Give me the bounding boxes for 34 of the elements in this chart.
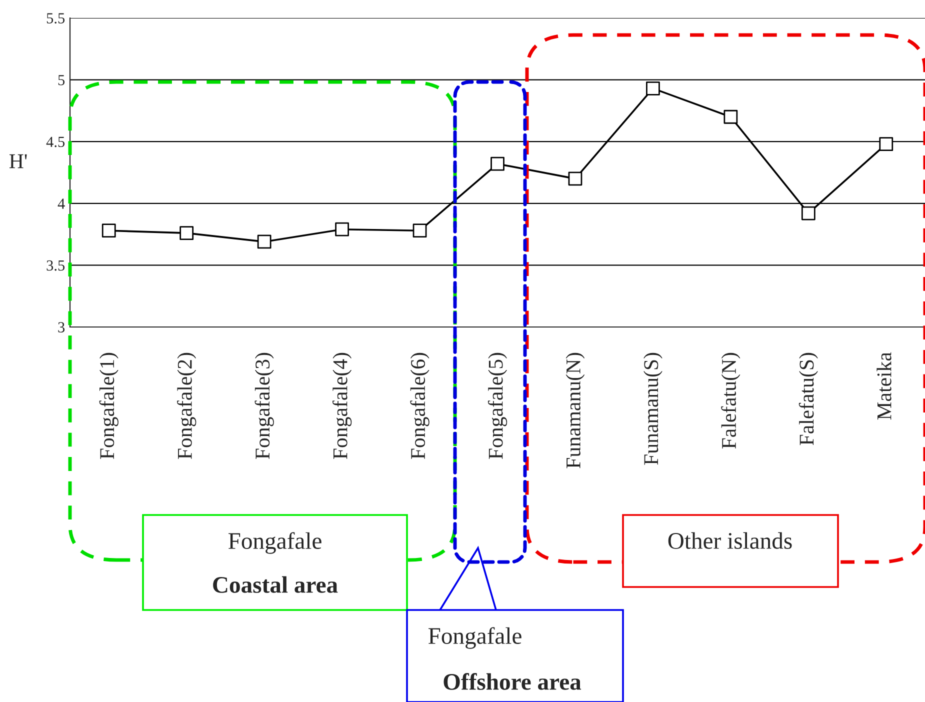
y-tick-label: 3: [58, 322, 65, 332]
x-tick-label: Funamanu(N): [566, 352, 585, 468]
point: [724, 110, 738, 124]
x-tick-label: Funamanu(S): [644, 352, 662, 465]
x-tick-label: Fongafale(2): [177, 352, 196, 459]
x-tick-label: Falefatu(S): [798, 352, 818, 446]
point: [412, 224, 427, 238]
y-axis-title: H': [9, 154, 27, 168]
x-tick-label: Fongafale(3): [254, 352, 274, 459]
y-tick-label: 3.5: [46, 260, 65, 271]
text: Fongafale: [428, 627, 522, 649]
text: Other islands: [668, 532, 792, 549]
y-tick-label: 4.5: [46, 136, 65, 148]
text: Coastal area: [213, 576, 338, 593]
point: [801, 206, 816, 220]
x-tick-label: Fongafale(4): [332, 352, 352, 459]
x-tick-label: Fongafale(6): [410, 352, 430, 459]
point: [568, 172, 582, 186]
point: [879, 137, 894, 152]
text: Offshore area: [444, 673, 582, 690]
point: [102, 224, 116, 238]
point: [646, 82, 660, 96]
y-tick-label: 4: [58, 198, 65, 209]
x-tick-label: Falefatu(N): [721, 352, 740, 449]
point: [180, 226, 194, 240]
x-tick-label: Fongafale(1): [99, 352, 118, 459]
x-tick-label: Mateika: [876, 352, 892, 420]
point: [257, 234, 272, 249]
y-tick-label: 5.5: [46, 13, 65, 24]
point: [490, 156, 504, 171]
x-tick-label: Fongafale(5): [488, 352, 508, 459]
y-tick-label: 5: [58, 75, 65, 86]
text: Fongafale: [228, 532, 322, 554]
point: [335, 222, 349, 236]
